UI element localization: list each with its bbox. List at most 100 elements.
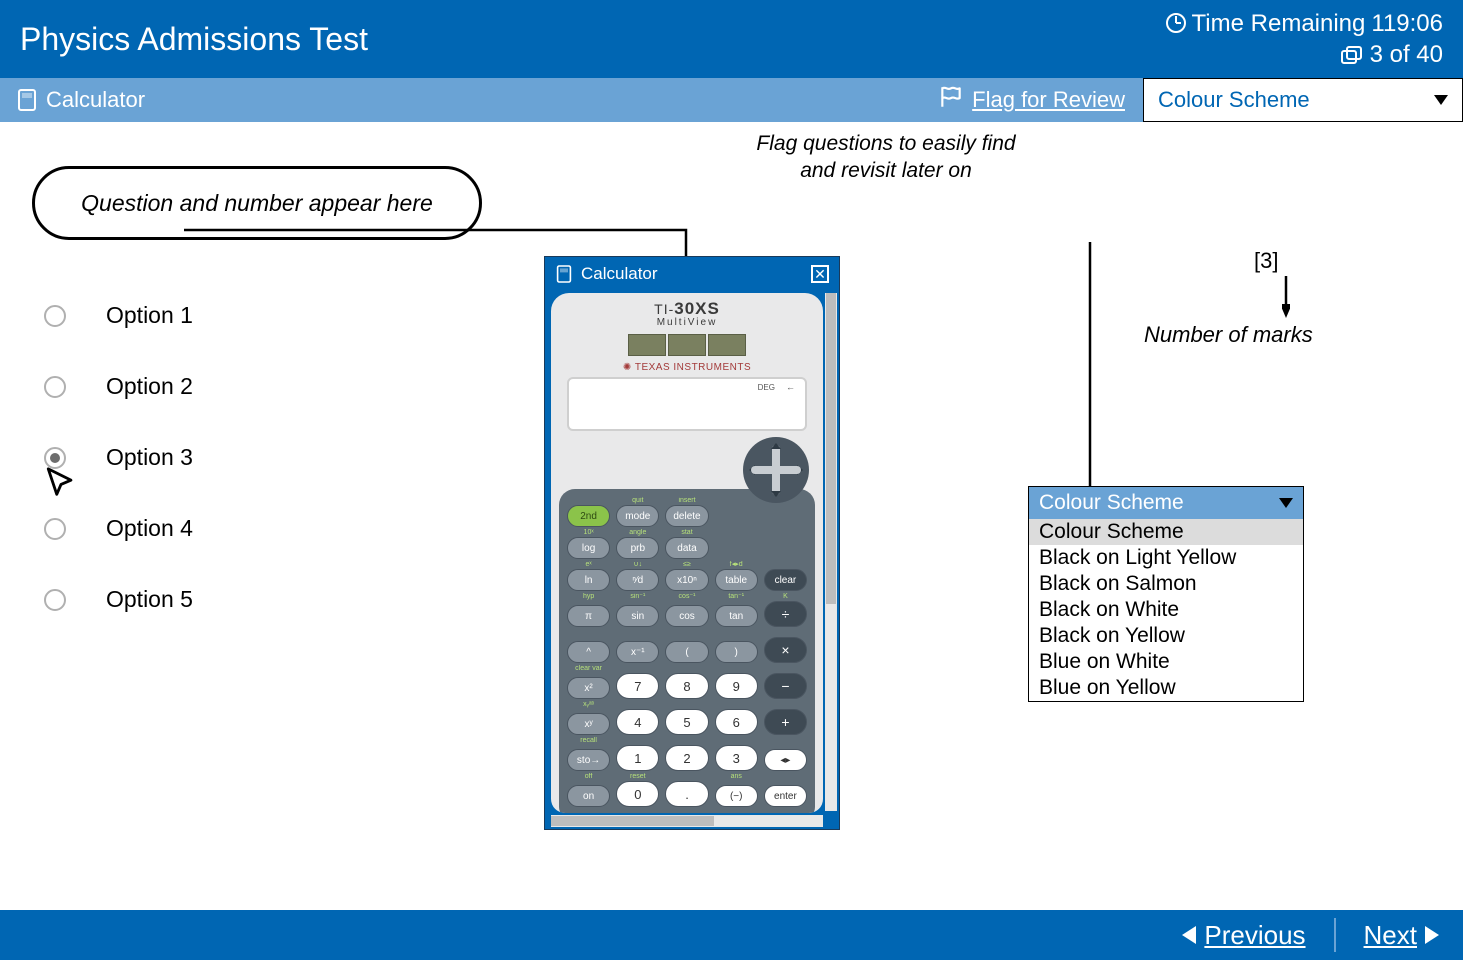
calc-key-[interactable]: (	[665, 641, 708, 663]
calculator-keypad: quitinsert2ndmodedelete10ˣanglestatlogpr…	[559, 489, 815, 813]
colour-scheme-label: Colour Scheme	[1158, 87, 1310, 113]
calculator-popup[interactable]: Calculator ✕ TI-30XS MultiView ✺ TEXAS I…	[544, 256, 840, 830]
calculator-body: TI-30XS MultiView ✺ TEXAS INSTRUMENTS DE…	[551, 293, 823, 813]
calculator-icon	[557, 265, 571, 283]
calc-key-x[interactable]: x²	[567, 677, 610, 699]
calculator-icon	[18, 89, 36, 111]
flag-icon	[938, 84, 964, 116]
calc-key-cos[interactable]: cos	[665, 605, 708, 627]
calc-key-clear[interactable]: clear	[764, 569, 807, 591]
next-button[interactable]: Next	[1364, 920, 1439, 951]
option-row[interactable]: Option 2	[44, 373, 193, 400]
flag-button[interactable]: Flag for Review	[920, 78, 1143, 122]
calc-key-[interactable]: π	[567, 605, 610, 627]
calc-key[interactable]: delete	[665, 505, 708, 527]
colour-scheme-dropdown[interactable]: Colour Scheme Colour SchemeBlack on Ligh…	[1028, 486, 1304, 702]
scrollbar-horizontal[interactable]	[551, 815, 823, 827]
calc-key-1[interactable]: 1	[616, 745, 659, 771]
option-label: Option 1	[106, 302, 193, 329]
calc-key-4[interactable]: 4	[616, 709, 659, 735]
flag-label: Flag for Review	[972, 87, 1125, 113]
calc-key-0[interactable]: 0	[616, 781, 659, 807]
calc-key-9[interactable]: 9	[715, 673, 758, 699]
calc-key-[interactable]: +	[764, 709, 807, 735]
dpad[interactable]	[743, 437, 809, 503]
calc-key[interactable]: data	[665, 537, 708, 559]
option-label: Option 4	[106, 515, 193, 542]
calc-key-d[interactable]: ⁿ⁄d	[616, 569, 659, 591]
previous-button[interactable]: Previous	[1182, 920, 1305, 951]
calc-key-[interactable]: −	[764, 673, 807, 699]
calc-key-x[interactable]: xʸ	[567, 713, 610, 735]
question-placeholder: Question and number appear here	[32, 166, 482, 240]
calc-key-[interactable]: ◂▸	[764, 749, 807, 771]
calc-key-3[interactable]: 3	[715, 745, 758, 771]
calc-key[interactable]: log	[567, 537, 610, 559]
radio-button[interactable]	[44, 518, 66, 540]
annotation-arrow-marks	[1282, 276, 1290, 320]
toolbar: Calculator Flag for Review Colour Scheme	[0, 78, 1463, 122]
close-icon[interactable]: ✕	[811, 265, 829, 283]
calculator-button[interactable]: Calculator	[0, 78, 163, 122]
radio-button[interactable]	[44, 305, 66, 327]
calc-key-sin[interactable]: sin	[616, 605, 659, 627]
colour-scheme-select[interactable]: Colour Scheme	[1143, 78, 1463, 122]
colour-scheme-option[interactable]: Colour Scheme	[1029, 519, 1303, 545]
colour-scheme-option[interactable]: Black on Yellow	[1029, 623, 1303, 649]
calc-key[interactable]: prb	[616, 537, 659, 559]
calculator-label: Calculator	[46, 87, 145, 113]
calc-key-table[interactable]: table	[715, 569, 758, 591]
colour-scheme-option[interactable]: Blue on Yellow	[1029, 675, 1303, 701]
calc-key-sto[interactable]: sto→	[567, 749, 610, 771]
calculator-brand: TI-30XS MultiView	[551, 293, 823, 330]
arrow-left-icon	[1182, 926, 1196, 944]
radio-button[interactable]	[44, 376, 66, 398]
colour-scheme-options: Colour SchemeBlack on Light YellowBlack …	[1029, 519, 1303, 701]
calc-key-[interactable]: ^	[567, 641, 610, 663]
calc-key-8[interactable]: 8	[665, 673, 708, 699]
calc-key-x10[interactable]: x10ⁿ	[665, 569, 708, 591]
colour-scheme-option[interactable]: Black on White	[1029, 597, 1303, 623]
calc-key-x[interactable]: x⁻¹	[616, 641, 659, 663]
footer-nav: Previous Next	[0, 910, 1463, 960]
option-row[interactable]: Option 4	[44, 515, 193, 542]
calc-key-2[interactable]: 2	[665, 745, 708, 771]
colour-scheme-option[interactable]: Black on Salmon	[1029, 571, 1303, 597]
colour-scheme-dropdown-header[interactable]: Colour Scheme	[1029, 487, 1303, 519]
page-title: Physics Admissions Test	[20, 21, 368, 58]
marks-value: [3]	[1254, 248, 1278, 274]
colour-scheme-option[interactable]: Blue on White	[1029, 649, 1303, 675]
calculator-popup-header[interactable]: Calculator ✕	[545, 257, 839, 291]
calc-key-enter[interactable]: enter	[764, 785, 807, 807]
calc-key-ln[interactable]: ln	[567, 569, 610, 591]
option-row[interactable]: Option 1	[44, 302, 193, 329]
calc-key-[interactable]: ÷	[764, 601, 807, 627]
time-value: 119:06	[1371, 8, 1443, 39]
calc-key-5[interactable]: 5	[665, 709, 708, 735]
top-bar: Physics Admissions Test Time Remaining 1…	[0, 0, 1463, 78]
status-area: Time Remaining 119:06 3 of 40	[1166, 8, 1443, 70]
option-row[interactable]: Option 5	[44, 586, 193, 613]
calc-key-[interactable]: )	[715, 641, 758, 663]
calc-key-[interactable]: .	[665, 781, 708, 807]
calc-key-6[interactable]: 6	[715, 709, 758, 735]
calc-key-[interactable]: (−)	[715, 785, 758, 807]
calc-key[interactable]: 2nd	[567, 505, 610, 527]
main-area: Flag questions to easily find and revisi…	[0, 122, 1463, 910]
scrollbar-vertical[interactable]	[825, 293, 837, 811]
chevron-down-icon	[1279, 498, 1293, 508]
calc-key-on[interactable]: on	[567, 785, 610, 807]
chevron-down-icon	[1434, 95, 1448, 105]
calc-key[interactable]: mode	[616, 505, 659, 527]
solar-panel	[551, 334, 823, 356]
calc-key-7[interactable]: 7	[616, 673, 659, 699]
arrow-right-icon	[1425, 926, 1439, 944]
marks-label: Number of marks	[1144, 322, 1313, 348]
colour-scheme-option[interactable]: Black on Light Yellow	[1029, 545, 1303, 571]
cursor-icon	[44, 466, 78, 505]
clock-icon	[1166, 13, 1186, 33]
calc-key-[interactable]: ×	[764, 637, 807, 663]
annotation-flag: Flag questions to easily find and revisi…	[756, 130, 1016, 185]
calc-key-tan[interactable]: tan	[715, 605, 758, 627]
radio-button[interactable]	[44, 589, 66, 611]
